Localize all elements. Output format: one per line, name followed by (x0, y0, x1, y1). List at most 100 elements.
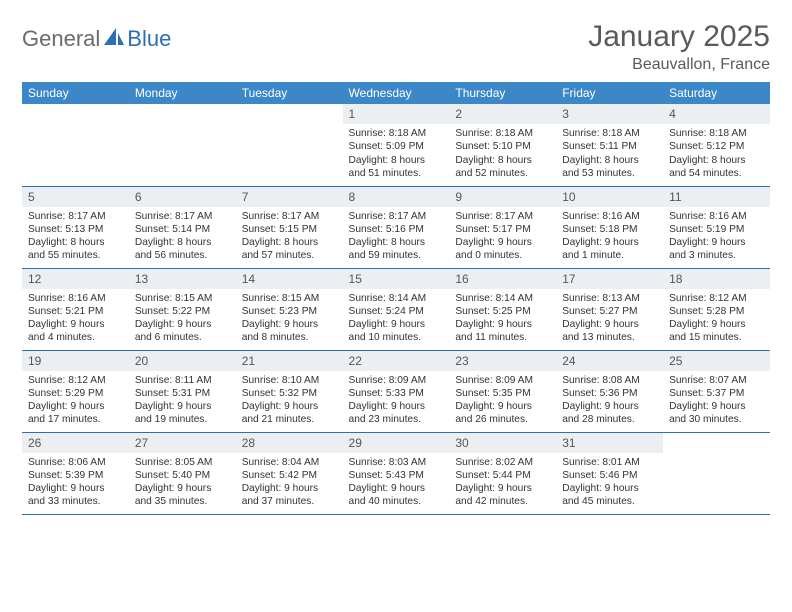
location: Beauvallon, France (588, 56, 770, 74)
day-details: Sunrise: 8:18 AMSunset: 5:12 PMDaylight:… (663, 124, 770, 184)
day-number: 1 (343, 104, 450, 124)
calendar-day-cell: 7Sunrise: 8:17 AMSunset: 5:15 PMDaylight… (236, 186, 343, 268)
day-number: 27 (129, 433, 236, 453)
calendar-day-cell: 28Sunrise: 8:04 AMSunset: 5:42 PMDayligh… (236, 432, 343, 514)
day-details: Sunrise: 8:16 AMSunset: 5:21 PMDaylight:… (22, 289, 129, 349)
day-number: 31 (556, 433, 663, 453)
calendar-week-row: 12Sunrise: 8:16 AMSunset: 5:21 PMDayligh… (22, 268, 770, 350)
day-number: 2 (449, 104, 556, 124)
day-details (663, 453, 770, 460)
day-number: 9 (449, 187, 556, 207)
day-details: Sunrise: 8:05 AMSunset: 5:40 PMDaylight:… (129, 453, 236, 513)
day-details: Sunrise: 8:09 AMSunset: 5:33 PMDaylight:… (343, 371, 450, 431)
calendar-day-cell: 31Sunrise: 8:01 AMSunset: 5:46 PMDayligh… (556, 432, 663, 514)
day-details: Sunrise: 8:01 AMSunset: 5:46 PMDaylight:… (556, 453, 663, 513)
calendar-week-row: 1Sunrise: 8:18 AMSunset: 5:09 PMDaylight… (22, 104, 770, 186)
weekday-header: Thursday (449, 82, 556, 104)
weekday-header: Friday (556, 82, 663, 104)
day-details: Sunrise: 8:18 AMSunset: 5:10 PMDaylight:… (449, 124, 556, 184)
weekday-header: Wednesday (343, 82, 450, 104)
calendar-day-cell: 17Sunrise: 8:13 AMSunset: 5:27 PMDayligh… (556, 268, 663, 350)
calendar-day-cell: 15Sunrise: 8:14 AMSunset: 5:24 PMDayligh… (343, 268, 450, 350)
calendar-day-cell (129, 104, 236, 186)
day-details: Sunrise: 8:08 AMSunset: 5:36 PMDaylight:… (556, 371, 663, 431)
day-number: 30 (449, 433, 556, 453)
day-details: Sunrise: 8:14 AMSunset: 5:24 PMDaylight:… (343, 289, 450, 349)
calendar-day-cell: 3Sunrise: 8:18 AMSunset: 5:11 PMDaylight… (556, 104, 663, 186)
day-number: 6 (129, 187, 236, 207)
day-details: Sunrise: 8:07 AMSunset: 5:37 PMDaylight:… (663, 371, 770, 431)
logo: General Blue (22, 20, 171, 52)
day-details: Sunrise: 8:13 AMSunset: 5:27 PMDaylight:… (556, 289, 663, 349)
calendar-day-cell: 26Sunrise: 8:06 AMSunset: 5:39 PMDayligh… (22, 432, 129, 514)
header: General Blue January 2025 Beauvallon, Fr… (22, 20, 770, 74)
calendar-day-cell: 9Sunrise: 8:17 AMSunset: 5:17 PMDaylight… (449, 186, 556, 268)
day-number: 21 (236, 351, 343, 371)
calendar-day-cell: 1Sunrise: 8:18 AMSunset: 5:09 PMDaylight… (343, 104, 450, 186)
calendar-day-cell: 2Sunrise: 8:18 AMSunset: 5:10 PMDaylight… (449, 104, 556, 186)
weekday-header: Tuesday (236, 82, 343, 104)
day-details: Sunrise: 8:03 AMSunset: 5:43 PMDaylight:… (343, 453, 450, 513)
day-details: Sunrise: 8:17 AMSunset: 5:14 PMDaylight:… (129, 207, 236, 267)
day-details (236, 124, 343, 131)
month-title: January 2025 (588, 20, 770, 54)
logo-sail-icon (103, 27, 125, 52)
calendar-day-cell: 22Sunrise: 8:09 AMSunset: 5:33 PMDayligh… (343, 350, 450, 432)
logo-text-blue: Blue (127, 26, 171, 52)
title-block: January 2025 Beauvallon, France (588, 20, 770, 74)
day-number: 17 (556, 269, 663, 289)
day-number: 28 (236, 433, 343, 453)
calendar-week-row: 5Sunrise: 8:17 AMSunset: 5:13 PMDaylight… (22, 186, 770, 268)
calendar-day-cell: 12Sunrise: 8:16 AMSunset: 5:21 PMDayligh… (22, 268, 129, 350)
calendar-week-row: 26Sunrise: 8:06 AMSunset: 5:39 PMDayligh… (22, 432, 770, 514)
day-details: Sunrise: 8:16 AMSunset: 5:18 PMDaylight:… (556, 207, 663, 267)
day-number: 23 (449, 351, 556, 371)
day-details: Sunrise: 8:02 AMSunset: 5:44 PMDaylight:… (449, 453, 556, 513)
calendar-day-cell: 24Sunrise: 8:08 AMSunset: 5:36 PMDayligh… (556, 350, 663, 432)
day-number: 5 (22, 187, 129, 207)
day-number: 11 (663, 187, 770, 207)
day-number (22, 104, 129, 124)
day-details: Sunrise: 8:17 AMSunset: 5:15 PMDaylight:… (236, 207, 343, 267)
calendar-day-cell: 5Sunrise: 8:17 AMSunset: 5:13 PMDaylight… (22, 186, 129, 268)
day-details (129, 124, 236, 131)
calendar-day-cell: 14Sunrise: 8:15 AMSunset: 5:23 PMDayligh… (236, 268, 343, 350)
day-number (236, 104, 343, 124)
day-number: 12 (22, 269, 129, 289)
day-number: 3 (556, 104, 663, 124)
day-number (663, 433, 770, 453)
day-number: 25 (663, 351, 770, 371)
calendar-day-cell: 21Sunrise: 8:10 AMSunset: 5:32 PMDayligh… (236, 350, 343, 432)
weekday-header-row: Sunday Monday Tuesday Wednesday Thursday… (22, 82, 770, 104)
calendar-day-cell (663, 432, 770, 514)
calendar-day-cell: 13Sunrise: 8:15 AMSunset: 5:22 PMDayligh… (129, 268, 236, 350)
calendar-week-row: 19Sunrise: 8:12 AMSunset: 5:29 PMDayligh… (22, 350, 770, 432)
weekday-header: Saturday (663, 82, 770, 104)
day-details: Sunrise: 8:17 AMSunset: 5:17 PMDaylight:… (449, 207, 556, 267)
calendar-day-cell: 30Sunrise: 8:02 AMSunset: 5:44 PMDayligh… (449, 432, 556, 514)
day-details: Sunrise: 8:16 AMSunset: 5:19 PMDaylight:… (663, 207, 770, 267)
calendar-day-cell: 11Sunrise: 8:16 AMSunset: 5:19 PMDayligh… (663, 186, 770, 268)
day-details: Sunrise: 8:18 AMSunset: 5:11 PMDaylight:… (556, 124, 663, 184)
day-number: 29 (343, 433, 450, 453)
day-number: 4 (663, 104, 770, 124)
calendar-day-cell (22, 104, 129, 186)
calendar-day-cell: 10Sunrise: 8:16 AMSunset: 5:18 PMDayligh… (556, 186, 663, 268)
calendar-day-cell: 4Sunrise: 8:18 AMSunset: 5:12 PMDaylight… (663, 104, 770, 186)
day-details: Sunrise: 8:12 AMSunset: 5:28 PMDaylight:… (663, 289, 770, 349)
day-details: Sunrise: 8:04 AMSunset: 5:42 PMDaylight:… (236, 453, 343, 513)
day-details: Sunrise: 8:14 AMSunset: 5:25 PMDaylight:… (449, 289, 556, 349)
calendar-day-cell: 20Sunrise: 8:11 AMSunset: 5:31 PMDayligh… (129, 350, 236, 432)
day-number (129, 104, 236, 124)
day-number: 15 (343, 269, 450, 289)
day-details: Sunrise: 8:06 AMSunset: 5:39 PMDaylight:… (22, 453, 129, 513)
calendar-day-cell: 19Sunrise: 8:12 AMSunset: 5:29 PMDayligh… (22, 350, 129, 432)
calendar-day-cell: 16Sunrise: 8:14 AMSunset: 5:25 PMDayligh… (449, 268, 556, 350)
calendar-table: Sunday Monday Tuesday Wednesday Thursday… (22, 82, 770, 515)
day-details: Sunrise: 8:11 AMSunset: 5:31 PMDaylight:… (129, 371, 236, 431)
day-details: Sunrise: 8:12 AMSunset: 5:29 PMDaylight:… (22, 371, 129, 431)
calendar-day-cell (236, 104, 343, 186)
day-number: 10 (556, 187, 663, 207)
calendar-day-cell: 25Sunrise: 8:07 AMSunset: 5:37 PMDayligh… (663, 350, 770, 432)
day-number: 7 (236, 187, 343, 207)
